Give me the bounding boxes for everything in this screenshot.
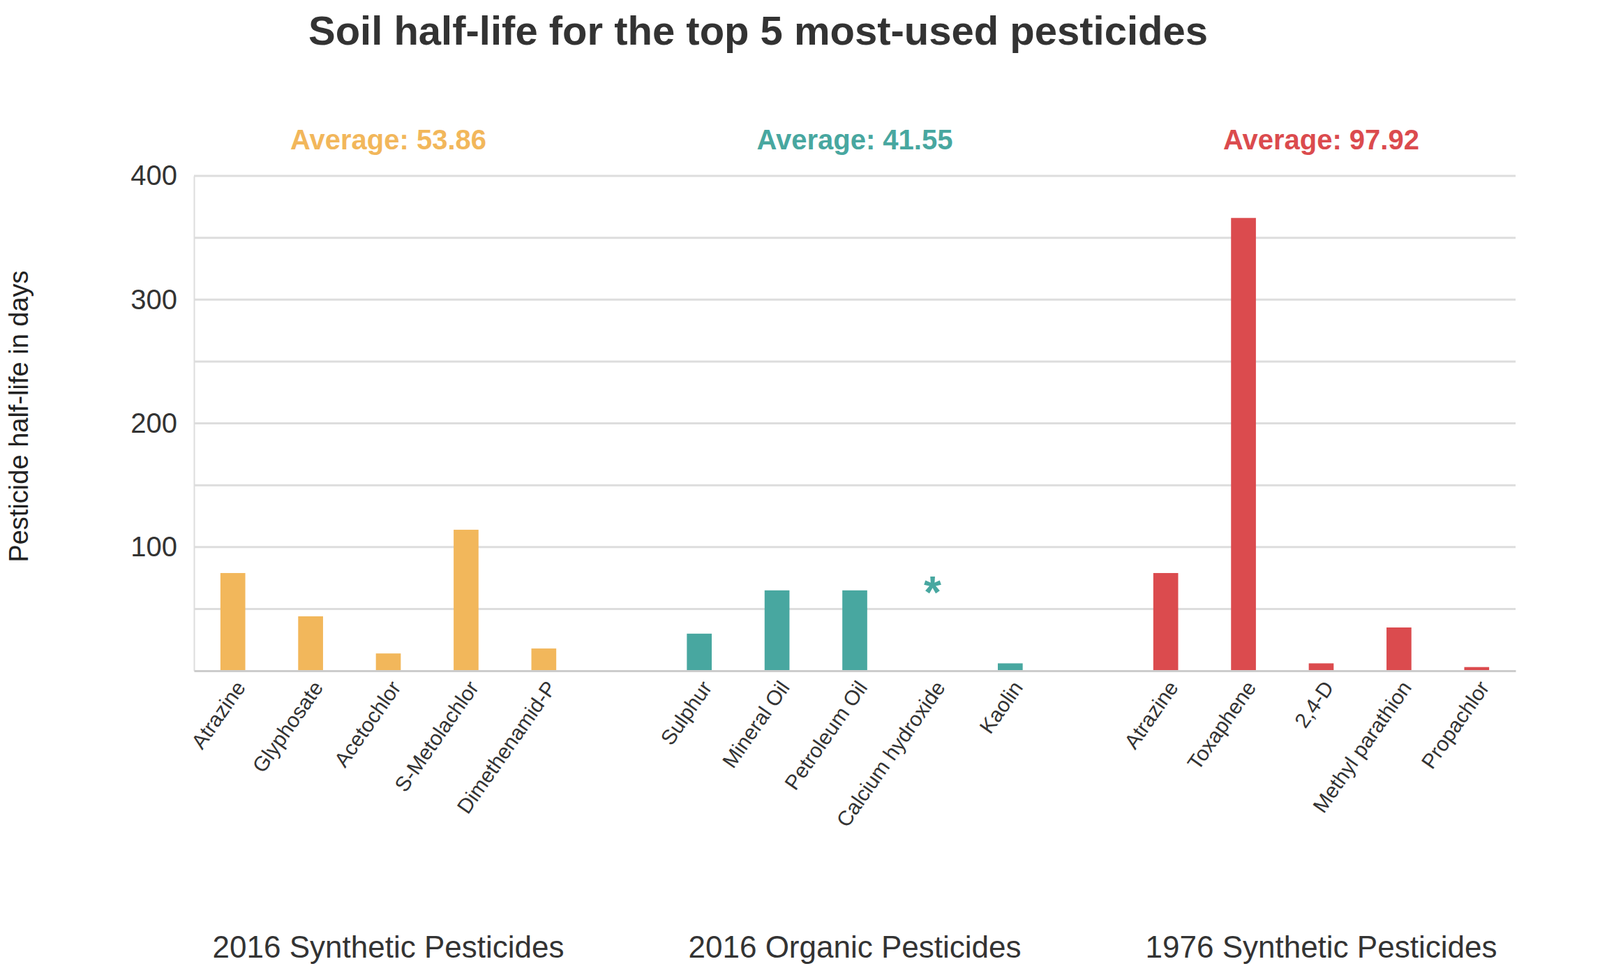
- group-label: 2016 Organic Pesticides: [688, 929, 1022, 964]
- x-tick-label: Toxaphene: [1182, 676, 1261, 774]
- x-axis: AtrazineGlyphosateAcetochlorS-Metolachlo…: [187, 670, 1517, 832]
- group-average: Average: 41.55: [757, 124, 954, 155]
- x-tick-label: Glyphosate: [247, 676, 328, 777]
- bar: [842, 590, 868, 671]
- x-tick-label: Sulphur: [655, 676, 716, 750]
- grid-line: [193, 236, 1516, 239]
- x-tick: Kaolin: [974, 670, 1028, 738]
- group-label: 2016 Synthetic Pesticides: [212, 929, 565, 964]
- grid: [193, 175, 1516, 609]
- x-tick: Calcium hydroxide: [831, 670, 950, 832]
- bar: [686, 633, 712, 671]
- group-average: Average: 53.86: [290, 124, 487, 155]
- x-tick-label: 2,4-D: [1290, 676, 1339, 732]
- x-tick-label: Propachlor: [1416, 676, 1494, 774]
- grid-line: [193, 545, 1516, 548]
- x-tick: 2,4-D: [1290, 670, 1339, 732]
- x-tick-label: Dimethenamid-P: [452, 676, 561, 818]
- x-tick: Atrazine: [187, 670, 250, 753]
- bar: [1230, 217, 1256, 671]
- bar: [1309, 662, 1335, 671]
- y-axis-title: Pesticide half-life in days: [4, 270, 34, 562]
- annotations: *: [923, 567, 942, 618]
- x-tick-label: Atrazine: [1119, 676, 1183, 753]
- group-label: 1976 Synthetic Pesticides: [1145, 929, 1498, 964]
- bar: [997, 662, 1023, 671]
- bar: [764, 590, 790, 671]
- bar: [531, 648, 557, 671]
- x-tick: Acetochlor: [329, 670, 405, 772]
- bar: [376, 653, 402, 671]
- x-tick: Mineral Oil: [718, 670, 795, 772]
- bar: [453, 529, 479, 671]
- x-tick-label: Kaolin: [974, 676, 1028, 738]
- grid-line: [193, 175, 1516, 178]
- y-tick-label: 100: [130, 531, 178, 562]
- x-tick-label: Methyl parathion: [1308, 676, 1416, 818]
- x-tick: S-Metolachlor: [390, 670, 483, 796]
- x-axis-line: [194, 669, 1517, 672]
- x-tick: Sulphur: [655, 670, 716, 749]
- grid-line: [193, 298, 1516, 301]
- annotation: *: [923, 567, 942, 618]
- chart: 100200300400AtrazineGlyphosateAcetochlor…: [0, 0, 1600, 973]
- y-tick-label: 200: [130, 407, 178, 439]
- y-axis: 100 200 300 400: [130, 159, 194, 671]
- x-tick: Glyphosate: [247, 670, 328, 777]
- grid-line: [193, 360, 1516, 363]
- grid-line: [193, 422, 1516, 425]
- x-tick-label: Petroleum Oil: [780, 676, 872, 795]
- bar: [1386, 627, 1412, 671]
- x-tick-label: Acetochlor: [329, 676, 405, 772]
- bars: [220, 217, 1490, 671]
- y-tick: 400: [130, 159, 194, 191]
- x-tick: Petroleum Oil: [780, 670, 872, 794]
- y-tick: 100: [130, 531, 194, 562]
- title: Soil half-life for the top 5 most-used p…: [308, 7, 1208, 54]
- x-tick-label: S-Metolachlor: [390, 676, 483, 797]
- bar: [1153, 572, 1179, 671]
- y-axis-line: [193, 176, 196, 672]
- grid-line: [193, 484, 1516, 487]
- x-tick-label: Atrazine: [187, 676, 250, 753]
- y-tick: 300: [130, 283, 194, 315]
- x-tick-label: Mineral Oil: [718, 676, 795, 772]
- x-tick: Dimethenamid-P: [452, 670, 561, 818]
- y-tick: 200: [130, 407, 194, 439]
- x-tick-label: Calcium hydroxide: [831, 676, 950, 832]
- x-tick: Toxaphene: [1182, 670, 1261, 774]
- x-tick: Atrazine: [1119, 670, 1183, 753]
- y-tick-label: 300: [130, 283, 178, 315]
- group-average: Average: 97.92: [1223, 124, 1420, 155]
- bar: [220, 572, 246, 671]
- groups: Average: 53.86 2016 Synthetic Pesticides A…: [212, 124, 1498, 964]
- y-tick-label: 400: [130, 159, 178, 191]
- x-tick: Methyl parathion: [1308, 670, 1416, 817]
- bar: [297, 616, 324, 671]
- x-tick: Propachlor: [1416, 670, 1494, 773]
